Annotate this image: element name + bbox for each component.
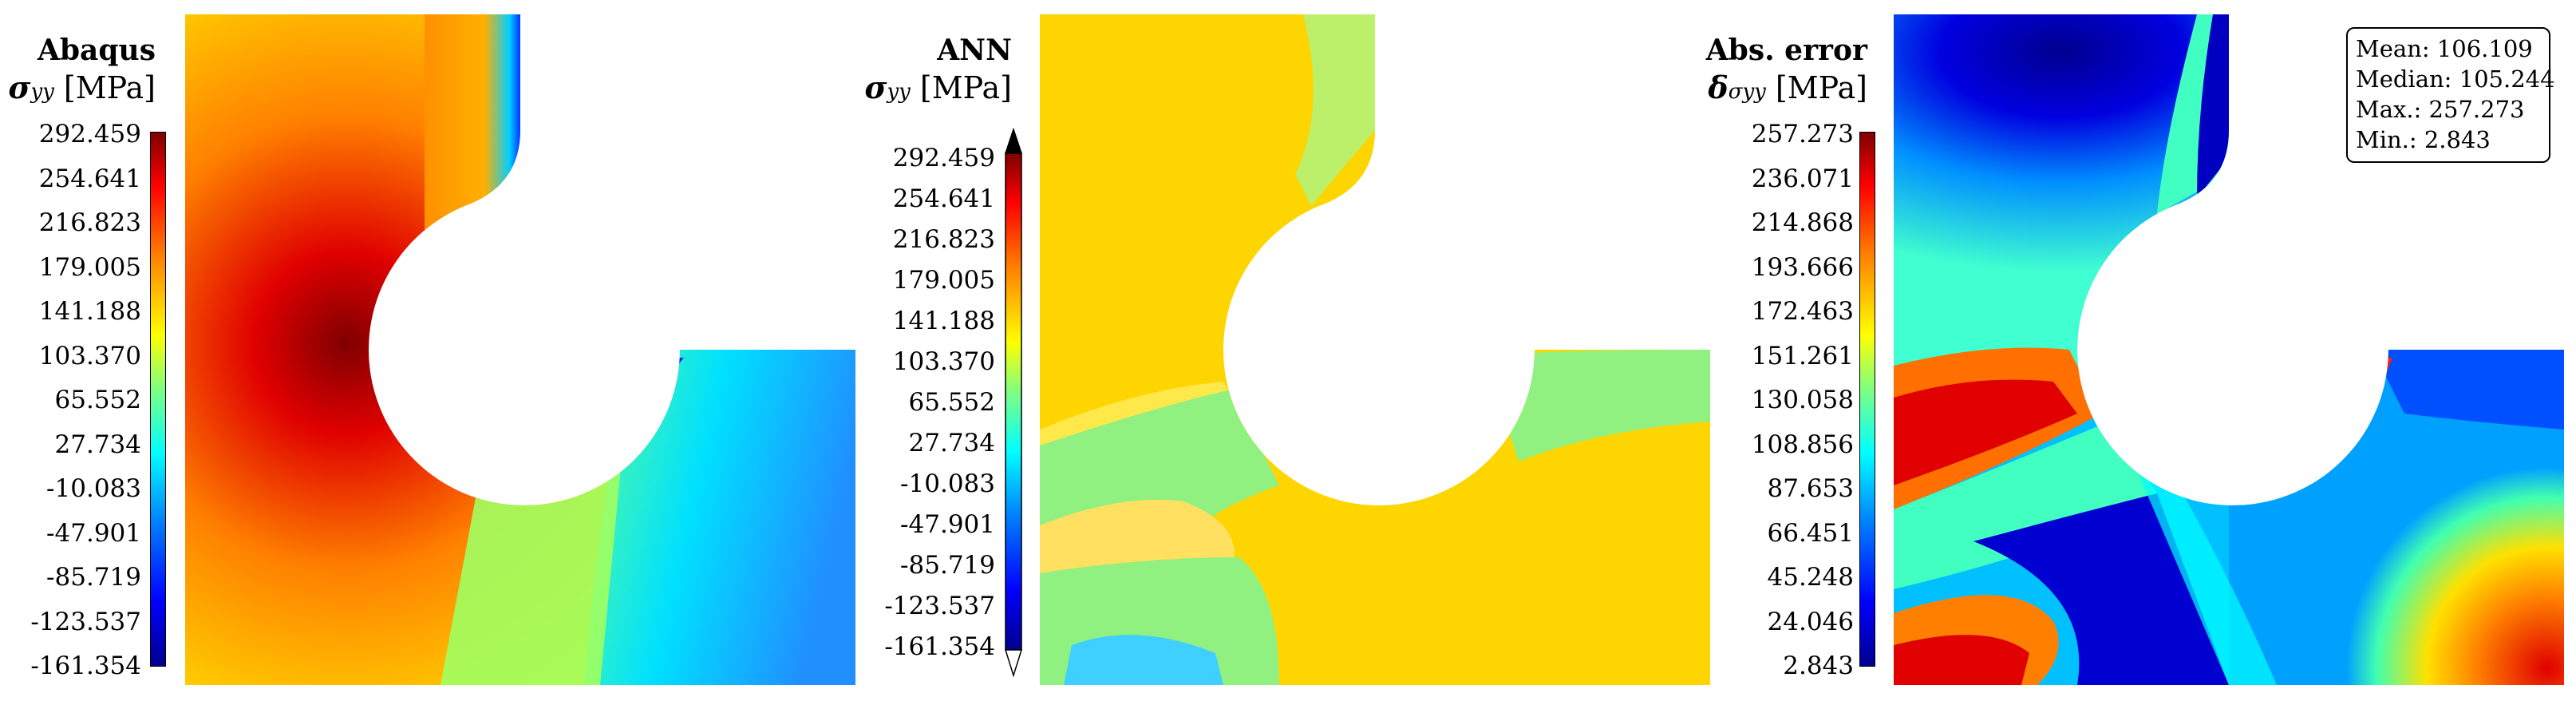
colorbar <box>1859 132 1875 667</box>
colorbar-tick: 24.046 <box>1767 607 1854 636</box>
colorbar-max-arrow <box>1004 128 1023 154</box>
colorbar-tick: 87.653 <box>1767 474 1854 503</box>
colorbar-ticks: 292.459 254.641 216.823 179.005 141.188 … <box>2 121 141 679</box>
colorbar-tick: -47.901 <box>900 510 995 539</box>
colorbar-tick: -85.719 <box>900 551 995 580</box>
colorbar-tick: 257.273 <box>1751 120 1854 149</box>
colorbar-tick: 27.734 <box>908 429 995 457</box>
colorbar-tick: -123.537 <box>884 592 995 620</box>
quantity-label: σyy [MPa] <box>0 70 156 109</box>
colorbar-tick: 214.868 <box>1751 208 1854 237</box>
colorbar-tick: 66.451 <box>1767 518 1854 548</box>
quantity-subscript: σyy <box>1728 80 1766 104</box>
panel-title: Abs. error <box>1705 34 1867 67</box>
colorbar-tick: 65.552 <box>54 386 141 414</box>
colorbar-tick: 65.552 <box>908 388 995 417</box>
colorbar-tick: 179.005 <box>38 252 141 282</box>
colorbar-tick: -10.083 <box>900 469 995 498</box>
stress-field-ann <box>1040 14 1710 685</box>
quantity-symbol: σ <box>8 69 31 105</box>
quantity-subscript: yy <box>887 80 911 104</box>
colorbar-tick: 103.370 <box>38 341 141 370</box>
colorbar-tick: 172.463 <box>1751 297 1854 326</box>
quantity-label: δσyy [MPa] <box>1636 70 1867 109</box>
statistics-box: Mean: 106.109 Median: 105.244 Max.: 257.… <box>2346 27 2555 163</box>
colorbar-tick: -161.354 <box>30 651 141 680</box>
colorbar-tick: 141.188 <box>38 297 141 326</box>
colorbar-ticks: 257.273 236.071 214.868 193.666 172.463 … <box>1714 121 1854 679</box>
stat-mean: Mean: 106.109 <box>2356 35 2533 62</box>
colorbar-tick: 103.370 <box>892 347 995 376</box>
colorbar-tick: 292.459 <box>892 144 995 172</box>
quantity-unit: [MPa] <box>919 70 1012 105</box>
colorbar-tick: 179.005 <box>892 266 995 295</box>
colorbar-ticks: 292.459 254.641 216.823 179.005 141.188 … <box>855 145 995 659</box>
panel-title: ANN <box>937 34 1012 67</box>
quantity-unit: [MPa] <box>1775 70 1867 105</box>
colorbar-tick: -47.901 <box>46 518 141 548</box>
quantity-subscript: yy <box>30 80 54 104</box>
stat-min: Min.: 2.843 <box>2356 126 2491 153</box>
colorbar-tick: 141.188 <box>892 307 995 335</box>
colorbar-tick: -85.719 <box>46 563 141 592</box>
colorbar-tick: 216.823 <box>892 225 995 254</box>
colorbar-tick: -10.083 <box>46 474 141 503</box>
colorbar-tick: 236.071 <box>1751 164 1854 193</box>
colorbar-min-arrow <box>1004 649 1023 678</box>
colorbar-tick: -161.354 <box>884 632 995 661</box>
colorbar-tick: 254.641 <box>38 164 141 193</box>
colorbar-tick: 216.823 <box>38 208 141 237</box>
stress-field-abaqus <box>185 14 855 685</box>
colorbar <box>150 132 166 667</box>
colorbar-tick: 108.856 <box>1751 430 1854 459</box>
colorbar-tick: 193.666 <box>1751 252 1854 282</box>
colorbar-extended <box>1004 128 1023 678</box>
colorbar-tick: 292.459 <box>38 120 141 149</box>
quantity-symbol: δ <box>1708 69 1729 105</box>
colorbar-tick: 151.261 <box>1751 341 1854 370</box>
quantity-symbol: σ <box>864 69 887 105</box>
colorbar-tick: 27.734 <box>54 430 141 459</box>
colorbar-tick: 130.058 <box>1751 386 1854 414</box>
stat-max: Max.: 257.273 <box>2356 96 2525 123</box>
quantity-unit: [MPa] <box>63 70 156 105</box>
stat-median: Median: 105.244 <box>2356 65 2555 93</box>
colorbar-tick: 45.248 <box>1767 563 1854 592</box>
quantity-label: σyy [MPa] <box>798 70 1012 109</box>
panel-title: Abaqus <box>37 34 156 67</box>
colorbar-tick: -123.537 <box>30 607 141 636</box>
colorbar-tick: 2.843 <box>1783 651 1854 680</box>
colorbar-tick: 254.641 <box>892 184 995 213</box>
error-field <box>1894 14 2564 685</box>
